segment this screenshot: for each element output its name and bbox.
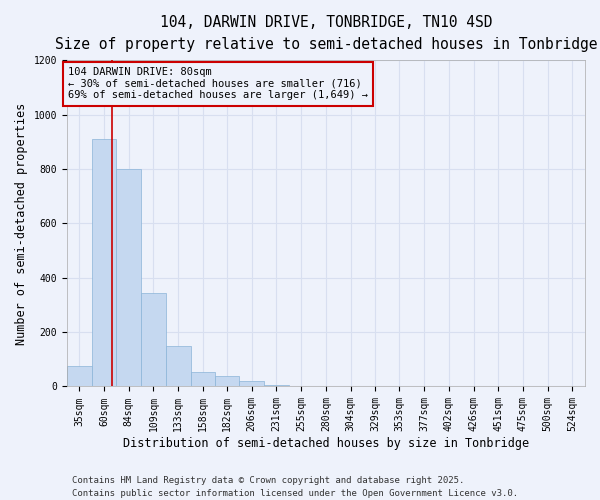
X-axis label: Distribution of semi-detached houses by size in Tonbridge: Distribution of semi-detached houses by … xyxy=(123,437,529,450)
Bar xyxy=(191,372,215,386)
Y-axis label: Number of semi-detached properties: Number of semi-detached properties xyxy=(15,102,28,344)
Bar xyxy=(166,346,191,387)
Bar xyxy=(67,366,92,386)
Text: 104 DARWIN DRIVE: 80sqm
← 30% of semi-detached houses are smaller (716)
69% of s: 104 DARWIN DRIVE: 80sqm ← 30% of semi-de… xyxy=(68,67,368,100)
Bar xyxy=(92,139,116,386)
Title: 104, DARWIN DRIVE, TONBRIDGE, TN10 4SD
Size of property relative to semi-detache: 104, DARWIN DRIVE, TONBRIDGE, TN10 4SD S… xyxy=(55,15,597,52)
Text: Contains HM Land Registry data © Crown copyright and database right 2025.
Contai: Contains HM Land Registry data © Crown c… xyxy=(72,476,518,498)
Bar xyxy=(116,169,142,386)
Bar xyxy=(239,381,265,386)
Bar xyxy=(215,376,239,386)
Bar xyxy=(142,292,166,386)
Bar xyxy=(265,385,289,386)
